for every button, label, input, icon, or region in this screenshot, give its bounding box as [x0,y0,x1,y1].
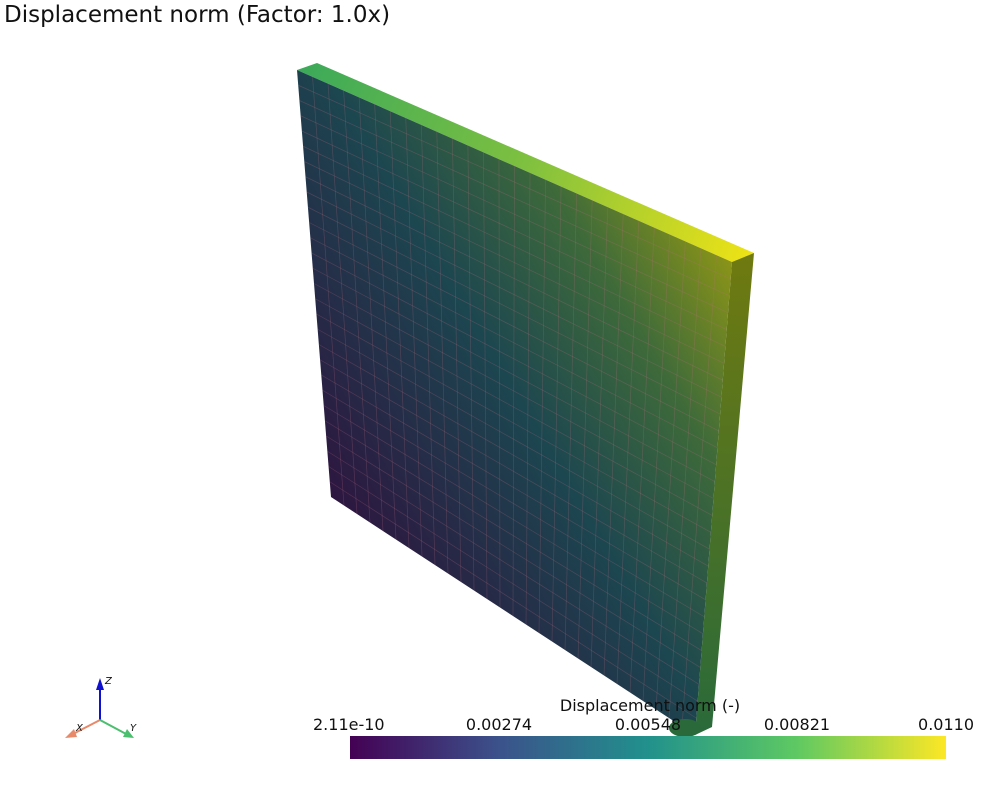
mesh-line [298,84,731,280]
mesh-line [319,359,708,584]
mesh-line [420,124,436,566]
mesh-line [616,220,640,685]
mesh-line [629,227,655,693]
mesh-line [681,255,717,727]
colorbar-labels: 2.11e-10 0.00274 0.00548 0.00821 0.0110 [313,715,974,734]
plate-front [297,70,732,735]
mesh-line [668,248,702,719]
mesh-line [329,481,697,719]
mesh-line [321,374,706,601]
mesh-line [498,159,501,608]
mesh-line [307,206,721,415]
mesh-line [308,222,719,432]
mesh-line [304,161,725,364]
mesh-line [577,200,593,659]
mesh-line [452,138,462,583]
axis-x-label: X [75,723,84,734]
mesh-line [323,405,704,634]
axes-widget: Z X Y [65,676,137,738]
mesh-line [467,145,475,591]
mesh-line [327,83,358,515]
mesh-line [655,241,686,710]
mesh-line [316,313,712,533]
colorbar-label: 0.00821 [764,715,830,734]
mesh-line [538,179,546,634]
mesh-line [551,186,562,642]
mesh-line [590,207,609,668]
mesh-line [325,435,701,668]
colorbar-label: 0.00274 [466,715,532,734]
mesh-line [300,115,729,313]
mesh-line [564,193,577,651]
colorbar-label: 0.00548 [615,715,681,734]
mesh-line [405,117,423,557]
mesh-line [328,466,698,702]
axis-y-label: Y [130,723,137,734]
mesh-line [305,176,723,381]
mesh-line [512,165,515,617]
mesh-line [642,234,671,702]
title: Displacement norm (Factor: 1.0x) [4,2,390,28]
mesh-line [343,90,371,523]
mesh-line [374,104,397,540]
mesh-line [310,237,718,449]
mesh [298,76,731,727]
mesh-line [322,389,705,618]
colorbar-title: Displacement norm (-) [560,696,740,715]
mesh-line [603,213,624,676]
plate-side [695,253,754,735]
axis-z-label: Z [104,676,113,687]
mesh-line [318,344,709,567]
plate-corner [669,719,701,737]
mesh-line [312,76,345,506]
mesh-line [306,191,722,398]
mesh-line [299,100,730,297]
mesh-line [483,152,488,600]
mesh-line [317,328,710,550]
colorbar-label: 2.11e-10 [313,715,385,734]
mesh-line [324,420,702,651]
colorbar-label: 0.0110 [918,715,974,734]
mesh-line [301,130,727,330]
mesh-line [358,97,384,532]
mesh-line [313,283,714,499]
mesh-line [315,298,713,516]
mesh-line [312,267,715,482]
mesh-line [525,172,531,625]
plate-top [297,63,754,262]
mesh-line [327,450,700,685]
mesh-line [302,145,726,347]
mesh-line [436,131,449,574]
mesh-line [389,111,410,549]
colorbar [350,736,946,759]
mesh-line [311,252,717,466]
